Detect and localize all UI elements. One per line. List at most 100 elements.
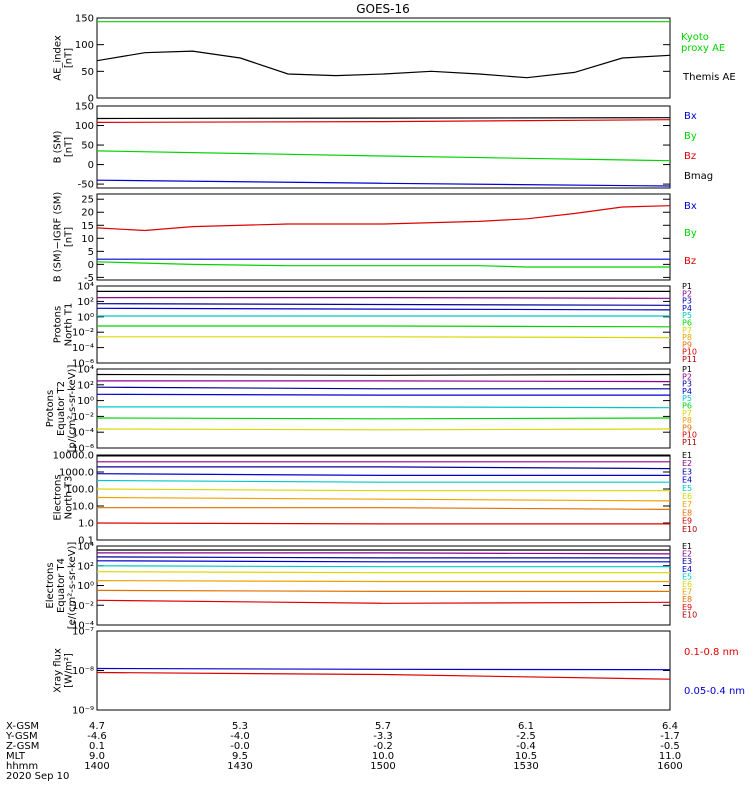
y-axis-label: B (SM)−IGRF (SM)	[53, 192, 64, 283]
series-line	[96, 205, 671, 232]
legend-entry: P4	[682, 304, 692, 313]
y-tick-label: 100.0	[65, 485, 94, 496]
y-axis-label: B (SM)	[53, 130, 64, 163]
series-line	[96, 307, 671, 311]
series-line	[97, 336, 671, 339]
y-tick-label: 10⁻⁸	[72, 666, 94, 677]
legend-entry: P9	[682, 423, 692, 432]
y-tick-label: 10⁻⁷	[72, 627, 94, 638]
series-line	[96, 373, 671, 376]
y-tick-label: 10²	[77, 561, 94, 572]
series-line	[97, 297, 671, 299]
legend-entry: P8	[682, 416, 692, 425]
legend-entry: P10	[682, 348, 697, 357]
legend-entry: Themis AE	[682, 72, 736, 83]
y-axis-label: Equator T2	[56, 381, 67, 436]
y-tick-label: 50	[81, 67, 94, 78]
y-tick-label: 0.1	[78, 536, 94, 547]
x-axis-value: 0.1	[89, 741, 105, 752]
x-axis-value: -3.3	[373, 731, 393, 742]
x-axis-value: 4.7	[89, 721, 105, 732]
y-axis-label: [nT]	[64, 48, 75, 68]
series-line	[96, 496, 671, 502]
series-line	[96, 393, 670, 396]
x-axis-value: -4.6	[87, 731, 107, 742]
series-line	[96, 261, 670, 268]
legend-entry: E9	[682, 517, 692, 526]
legend-entry: P7	[682, 409, 692, 418]
legend-entry: P5	[682, 394, 692, 403]
legend-entry: P1	[682, 282, 692, 291]
y-tick-label: 10⁴	[77, 365, 94, 376]
panel-6: 0.1 1.0 10.0 100.0 1000.0 10000.0 Electrons Nor…	[53, 451, 698, 547]
x-axis-value: -0.0	[230, 741, 250, 752]
x-axis-row-label: Z-GSM	[6, 741, 39, 752]
legend-entry: P6	[682, 319, 692, 328]
series-line	[96, 560, 670, 563]
series-line	[96, 473, 670, 476]
y-tick-label: 10⁴	[77, 542, 94, 553]
series-line	[96, 522, 670, 525]
legend-entry: P2	[682, 289, 692, 298]
legend-entry: P8	[682, 333, 692, 342]
legend-entry: P5	[682, 311, 692, 320]
y-tick-label: 20	[81, 208, 94, 219]
y-tick-label: 10⁻⁹	[72, 706, 94, 717]
y-axis-label: Xray flux	[53, 648, 64, 693]
y-axis-label: [W/m²]	[64, 653, 75, 688]
y-axis-label: North T1	[64, 303, 75, 347]
series-line	[96, 150, 671, 162]
x-axis-value: 6.4	[662, 721, 678, 732]
y-tick-label: 5	[88, 247, 94, 258]
panel-frame	[96, 17, 671, 99]
legend-entry: E10	[682, 525, 697, 534]
panel-4: 10⁻⁶ 10⁻⁴ 10⁻² 10⁰ 10² 10⁴ Protons North T1 P1P2…	[53, 282, 698, 370]
panel-frame	[96, 105, 671, 189]
legend-entry: P4	[682, 387, 692, 396]
x-axis-row-label: hhmm	[6, 761, 38, 772]
series-line	[97, 380, 671, 383]
y-tick-label: 10⁻²	[72, 328, 94, 339]
y-tick-label: 10⁻⁴	[72, 343, 94, 354]
x-axis-value: -4.0	[230, 731, 250, 742]
series-line	[96, 117, 671, 120]
plot-title: GOES-16	[356, 2, 410, 16]
panel-frame	[96, 630, 671, 711]
y-axis-label: [p/(cm²-s-sr-keV)]	[67, 365, 78, 453]
x-axis-value: 1430	[227, 761, 252, 772]
date-label: 2020 Sep 10	[6, 771, 69, 782]
series-line	[96, 579, 670, 583]
y-axis-label: Electrons	[53, 474, 64, 520]
legend-entry: E1	[682, 451, 692, 460]
series-line	[96, 571, 670, 574]
legend-entry: E3	[682, 557, 692, 566]
x-axis-value: -1.7	[660, 731, 680, 742]
legend-entry: E4	[682, 476, 692, 485]
legend-entry: P3	[682, 297, 692, 306]
y-tick-label: 10⁰	[77, 396, 94, 407]
legend-entry: Bx	[684, 111, 697, 122]
x-axis-value: 6.1	[518, 721, 534, 732]
series-line	[97, 552, 671, 555]
y-tick-label: 10⁻⁶	[72, 444, 94, 455]
y-tick-label: -5	[84, 273, 94, 284]
legend-entry: Bz	[684, 151, 696, 162]
series-line	[96, 589, 670, 593]
y-tick-label: 0	[88, 94, 94, 105]
series-line	[97, 406, 671, 409]
series-line	[96, 565, 670, 568]
legend-entry: P7	[682, 326, 692, 335]
x-axis-value: 1530	[513, 761, 538, 772]
y-tick-label: 10⁻²	[72, 601, 94, 612]
x-axis-row-label: Y-GSM	[5, 731, 38, 742]
y-tick-label: 10⁻⁴	[72, 621, 94, 632]
x-axis-value: 9.0	[89, 751, 105, 762]
legend-entry: E7	[682, 500, 692, 509]
x-axis-value: 10.0	[372, 751, 394, 762]
legend-entry: P10	[682, 431, 697, 440]
x-axis-value: -2.5	[516, 731, 536, 742]
legend-entry: P3	[682, 380, 692, 389]
y-tick-label: 150	[75, 102, 94, 113]
